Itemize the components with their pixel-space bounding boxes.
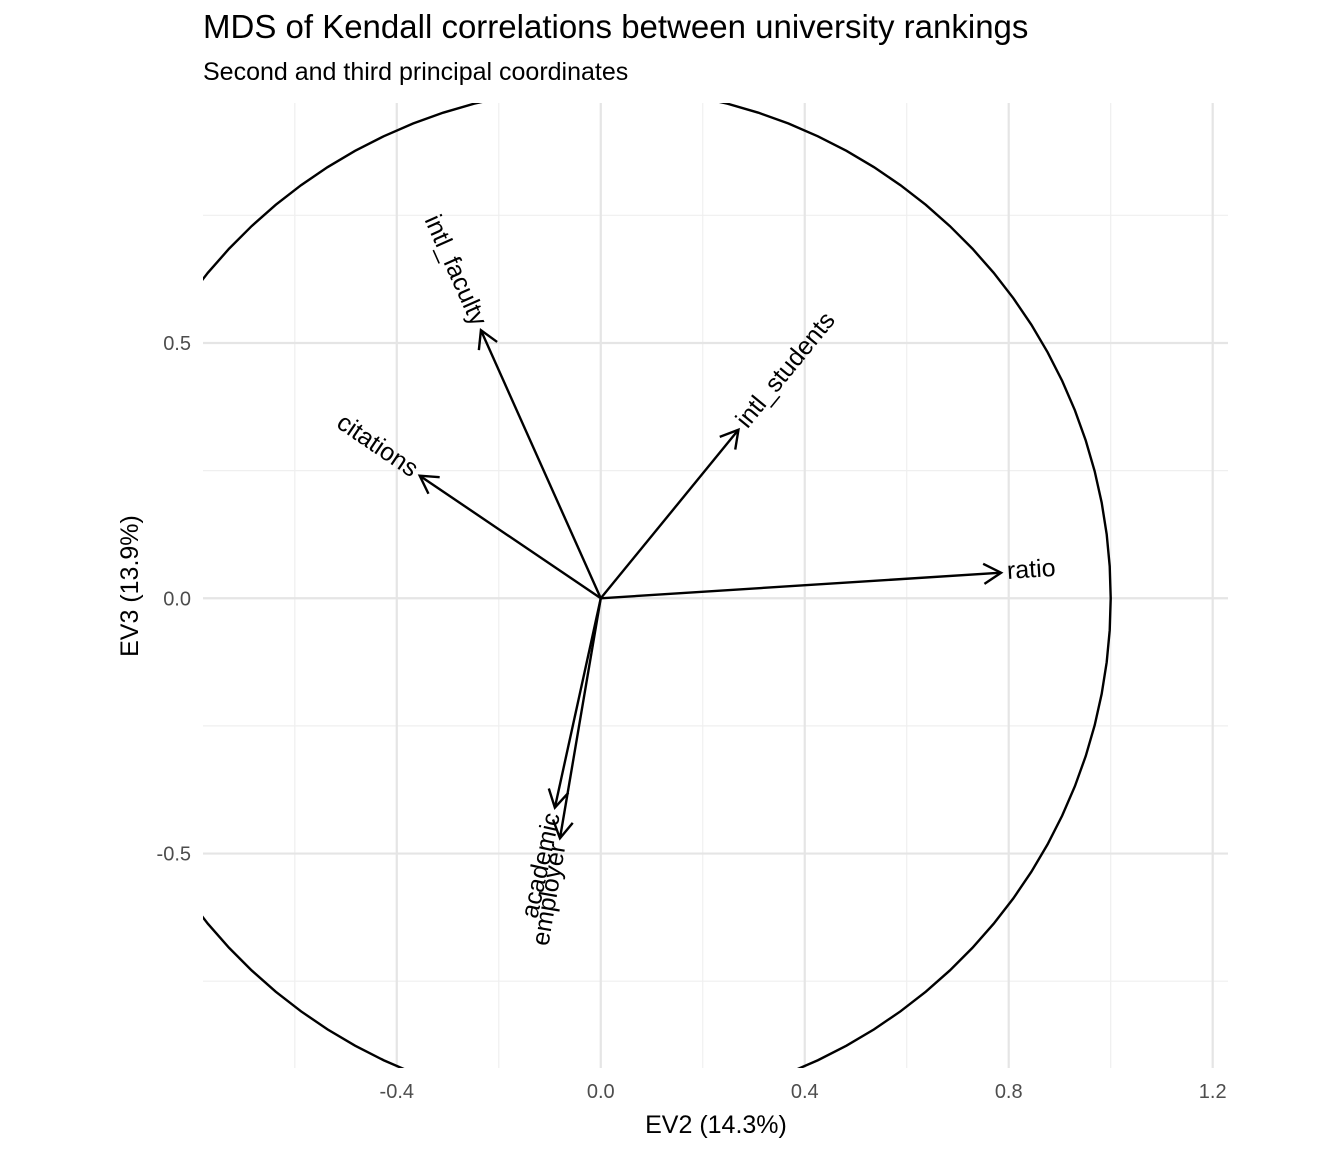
vectors: intl_facultyintl_studentscitationsratioa… (332, 211, 1057, 948)
vector-ratio (600, 571, 1002, 600)
x-tick-label: 0.4 (791, 1081, 819, 1103)
x-axis-title: EV2 (14.3%) (645, 1111, 787, 1139)
vector-label-intl_faculty: intl_faculty (419, 211, 493, 331)
arrowhead-academic (547, 788, 570, 810)
arrowhead-citations (417, 474, 440, 495)
arrowhead-employer (551, 819, 574, 841)
y-tick-label: 0.0 (163, 588, 191, 610)
x-tick-label: 0.0 (587, 1081, 615, 1103)
unit-circle (203, 103, 1112, 1068)
arrowhead-intl_faculty (477, 328, 498, 351)
axis-ticks: -0.4 0.0 0.4 0.8 1.2 -0.5 0.0 0.5 (157, 333, 1227, 1103)
vector-citations (419, 474, 602, 600)
y-axis-title: EV3 (13.9%) (116, 515, 144, 657)
x-tick-label: -0.4 (380, 1081, 414, 1103)
vector-employer (558, 598, 602, 839)
x-tick-label: 0.8 (995, 1081, 1023, 1103)
vector-intl_students (599, 429, 740, 600)
correlation-circle (203, 103, 1112, 1068)
vector-label-intl_students: intl_students (730, 307, 840, 433)
arrowhead-intl_students (719, 427, 740, 450)
arrowhead-ratio (982, 562, 1004, 585)
vector-academic (553, 598, 602, 808)
vector-label-ratio: ratio (1006, 554, 1056, 585)
chart-title: MDS of Kendall correlations between univ… (203, 8, 1029, 45)
x-tick-label: 1.2 (1199, 1081, 1227, 1103)
chart-subtitle: Second and third principal coordinates (203, 58, 629, 86)
y-tick-label: -0.5 (157, 844, 191, 866)
grid (203, 103, 1228, 1068)
vector-label-citations: citations (332, 408, 424, 483)
vector-intl_faculty (479, 329, 602, 599)
y-tick-label: 0.5 (163, 333, 191, 355)
